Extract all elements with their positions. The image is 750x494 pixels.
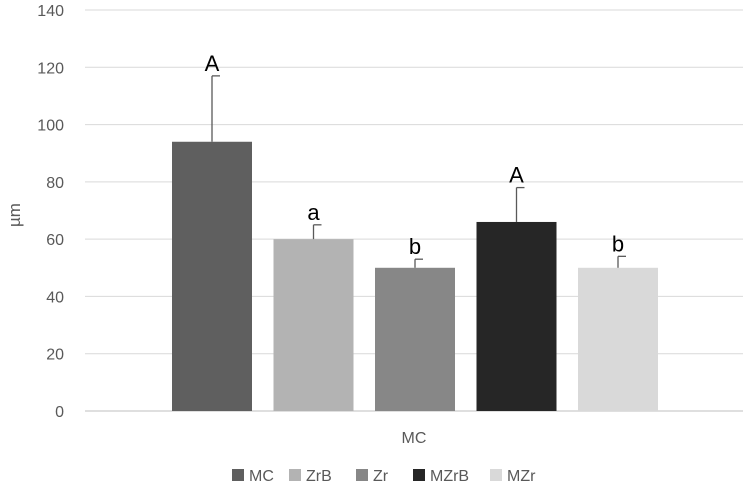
legend-swatch-mzr — [490, 469, 502, 481]
legend-swatch-zr — [356, 469, 368, 481]
y-tick-label: 0 — [55, 404, 64, 421]
y-tick-label: 100 — [37, 118, 64, 135]
y-tick-label: 80 — [46, 175, 64, 192]
bar-mzr — [578, 267, 658, 411]
sig-label-mzrb: A — [509, 163, 524, 188]
sig-label-zr: b — [409, 234, 421, 259]
significance-labels: Aa b Ab — [205, 51, 624, 259]
legend-swatch-zrb — [289, 469, 301, 481]
legend-label-zr: Zr — [373, 468, 389, 485]
legend-swatch-mzrb — [413, 469, 425, 481]
legend-label-mzr: MZr — [507, 468, 536, 485]
legend-label-mc: MC — [249, 468, 274, 485]
legend: MC ZrB Zr MZrB MZr — [232, 468, 536, 485]
y-tick-label: 120 — [37, 60, 64, 77]
y-axis-title: µm — [5, 203, 24, 227]
error-bars — [211, 75, 626, 268]
y-tick-label: 20 — [46, 347, 64, 364]
legend-label-zrb: ZrB — [306, 468, 332, 485]
y-tick-label: 140 — [37, 3, 64, 20]
x-category-label: MC — [402, 430, 427, 447]
y-axis-ticks: 0 20 40 60 80 100 120 140 — [37, 3, 64, 421]
sig-label-mzr: b — [612, 231, 624, 256]
sig-label-mc: A — [205, 51, 220, 76]
legend-swatch-mc — [232, 469, 244, 481]
bars — [172, 141, 658, 411]
bar-mc — [172, 141, 252, 411]
bar-mzrb — [476, 221, 557, 411]
legend-label-mzrb: MZrB — [430, 468, 469, 485]
bar-zrb — [273, 239, 354, 411]
y-tick-label: 40 — [46, 289, 64, 306]
y-tick-label: 60 — [46, 232, 64, 249]
sig-label-zrb: a — [307, 200, 320, 225]
bar-zr — [375, 267, 455, 411]
